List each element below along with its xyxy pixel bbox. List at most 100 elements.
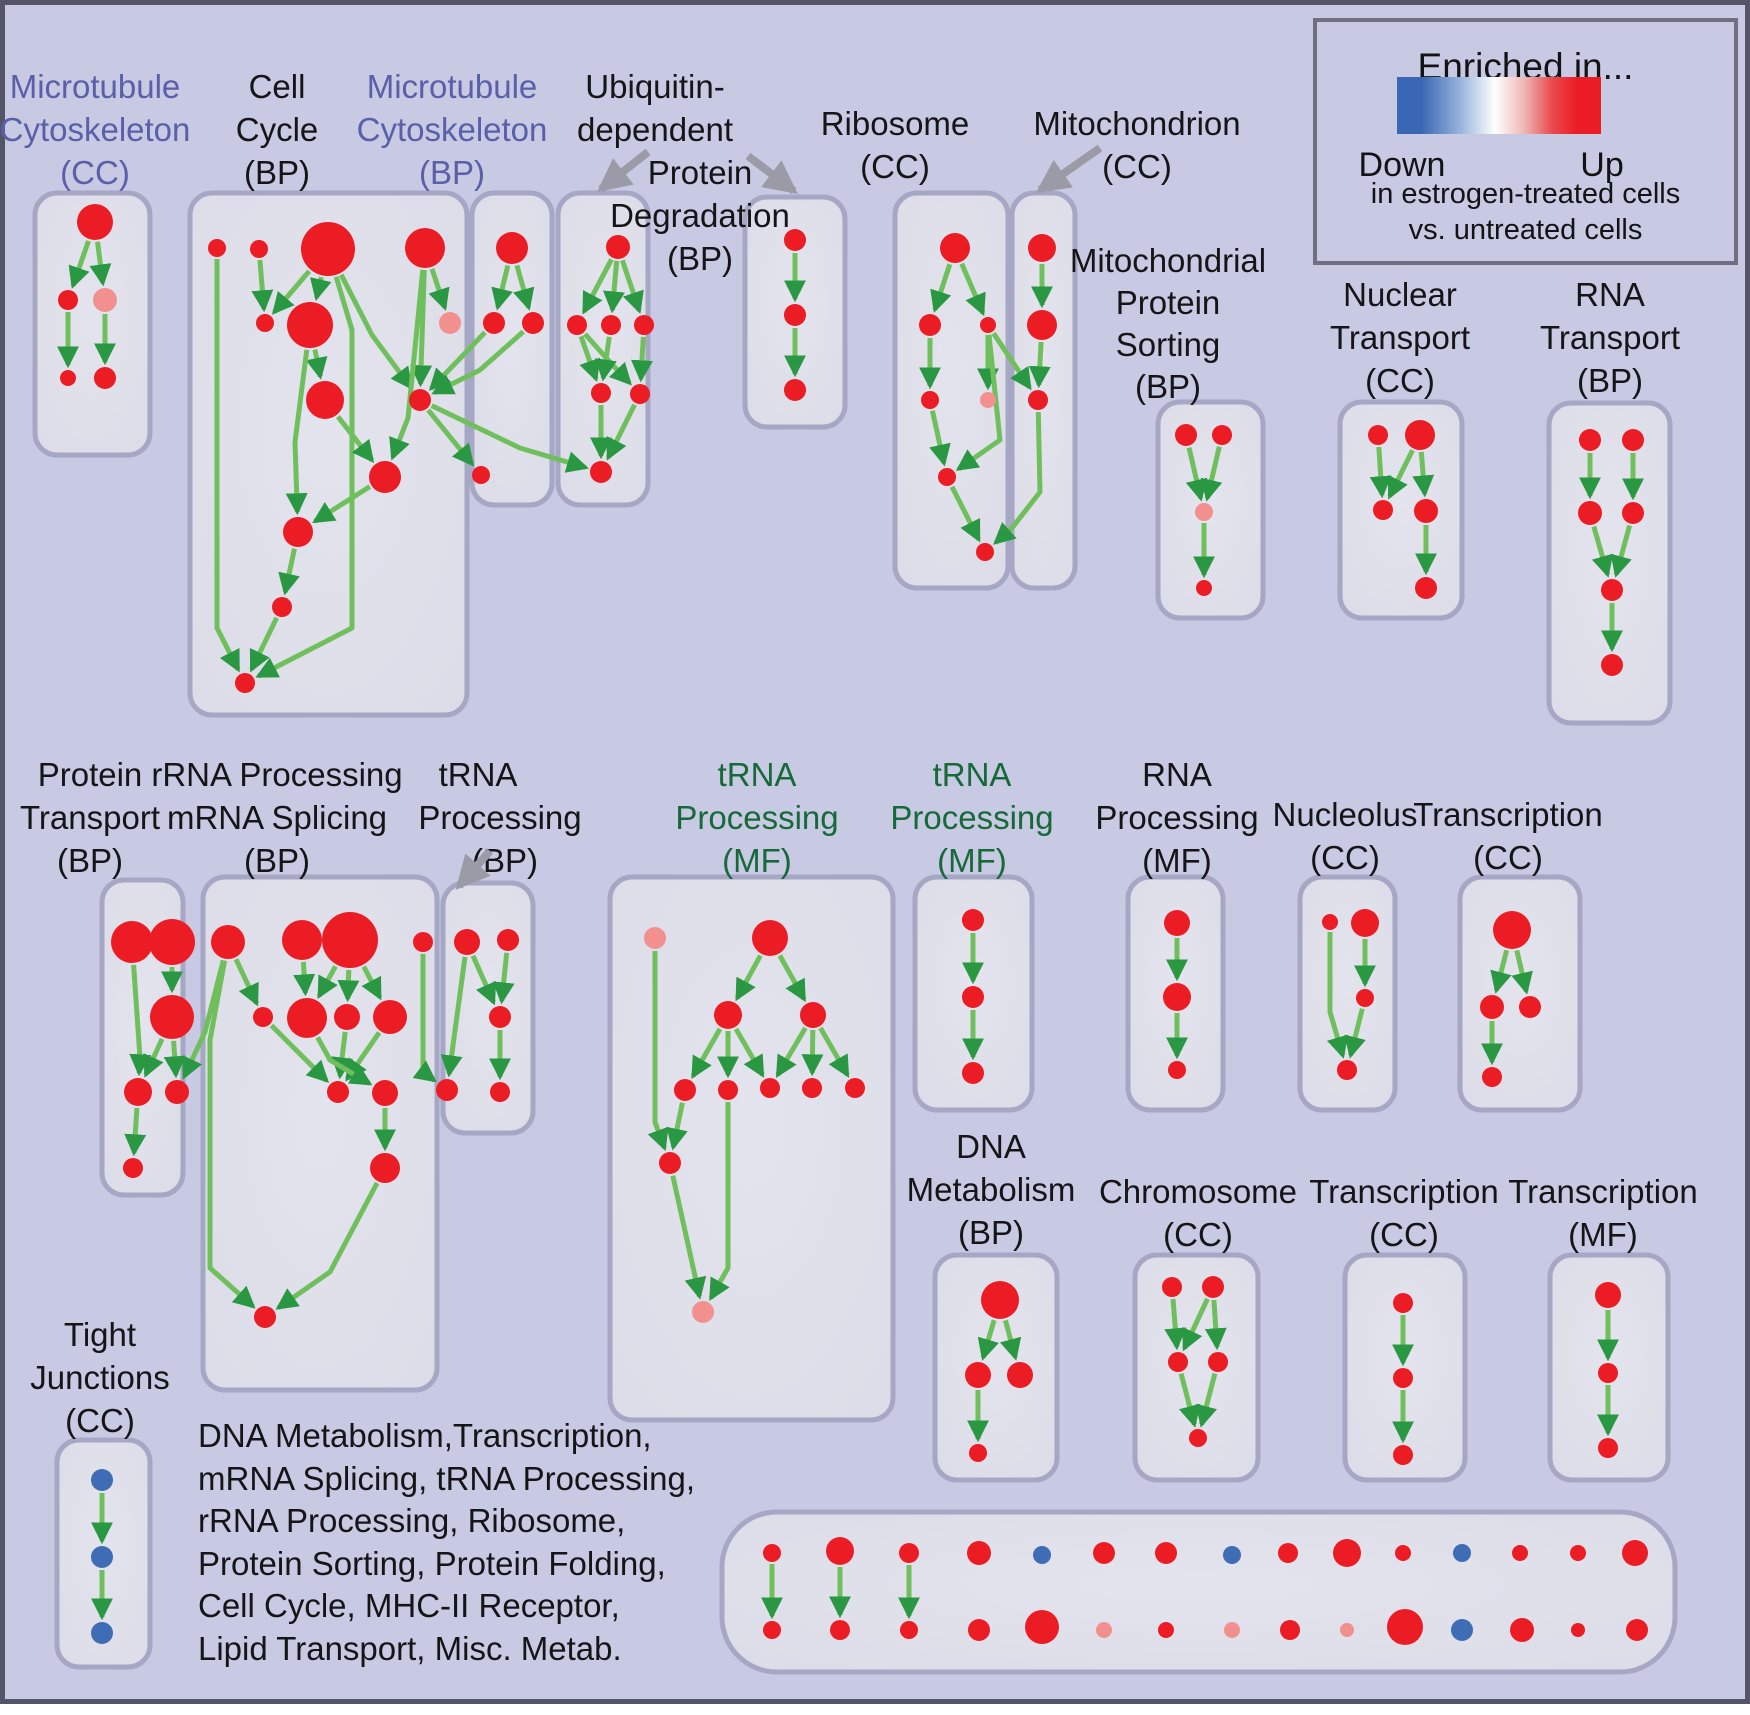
cell-cycle-edge-12 bbox=[312, 484, 372, 524]
misc-cluster-node-5 bbox=[1093, 1542, 1115, 1564]
label-ubiquitin-dependent-protein-degradation-bp-line-0: Ubiquitin- bbox=[585, 68, 724, 105]
transcription-cc-top-box bbox=[1457, 874, 1583, 1113]
misc-text-block-line-5: Lipid Transport, Misc. Metab. bbox=[198, 1630, 622, 1667]
ribosome-edge-0 bbox=[930, 263, 953, 313]
transcription-cc-bottom-node-1 bbox=[1393, 1368, 1413, 1388]
cell-cycle-node-11 bbox=[272, 597, 292, 617]
trna-processing-mf-2-node-0 bbox=[962, 909, 984, 931]
ribosome-edge-5 bbox=[955, 334, 1003, 472]
cell-cycle-node-2 bbox=[301, 222, 355, 276]
trna-processing-bp-edge-1 bbox=[492, 952, 515, 1005]
label-tight-junctions-cc-line-0: Tight bbox=[64, 1316, 136, 1353]
ubiquitin-deg-1-node-2 bbox=[601, 315, 621, 335]
rrna-processing-edge-2 bbox=[316, 965, 338, 999]
nuclear-transport-node-1 bbox=[1405, 420, 1435, 450]
protein-transport-node-2 bbox=[150, 995, 194, 1039]
legend-gradient-bar bbox=[1397, 77, 1601, 134]
rrna-processing-node-4 bbox=[253, 1007, 273, 1027]
protein-transport-edge-0 bbox=[129, 964, 152, 1077]
annotation-ubiquitin-arrow-left bbox=[597, 148, 651, 193]
cell-cycle-node-4 bbox=[256, 314, 274, 332]
tight-junctions-node-1 bbox=[91, 1546, 113, 1568]
rrna-processing-edge-4 bbox=[361, 965, 383, 1001]
cross-edge-rrna-to-trna-bp bbox=[412, 954, 437, 1083]
transcription-cc-top-node-0 bbox=[1493, 911, 1531, 949]
trna-processing-mf-2-node-2 bbox=[962, 1062, 984, 1084]
cross-edge-cellcycle-to-mb-bottom bbox=[426, 408, 475, 467]
label-transcription-mf-line-0: Transcription bbox=[1508, 1173, 1698, 1210]
ubiquitin-deg-1-edge-6 bbox=[630, 336, 653, 383]
mito-protein-sorting-node-0 bbox=[1175, 424, 1197, 446]
annotation-ubiquitin-arrow-right bbox=[745, 152, 799, 195]
nucleolus-node-2 bbox=[1356, 989, 1374, 1007]
label-cell-cycle-bp-line-2: (BP) bbox=[244, 154, 310, 191]
label-ribosome-cc-line-1: (CC) bbox=[860, 148, 930, 185]
misc-cluster-node-20 bbox=[1096, 1622, 1112, 1638]
chromosome-edge-2 bbox=[1204, 1299, 1227, 1351]
trna-processing-mf-1-node-0 bbox=[644, 927, 666, 949]
misc-cluster-node-4 bbox=[1033, 1546, 1051, 1564]
mitochondrion-node-2 bbox=[1028, 390, 1048, 410]
rrna-processing-node-0 bbox=[211, 925, 245, 959]
misc-text-block-line-4: Cell Cycle, MHC-II Receptor, bbox=[198, 1587, 620, 1624]
label-nuclear-transport-cc-line-0: Nuclear bbox=[1343, 276, 1457, 313]
legend-down-label: Down bbox=[1358, 146, 1446, 184]
legend-subtitle-1: in estrogen-treated cells bbox=[1370, 178, 1681, 210]
misc-cluster-node-26 bbox=[1451, 1619, 1473, 1641]
rna-processing-mf-node-0 bbox=[1164, 910, 1190, 936]
cell-cycle-edge-10 bbox=[285, 349, 310, 516]
misc-cluster-node-23 bbox=[1280, 1620, 1300, 1640]
transcription-cc-top-edge-1 bbox=[1511, 949, 1533, 995]
dna-metabolism-node-3 bbox=[969, 1444, 987, 1462]
misc-cluster-node-0 bbox=[763, 1544, 781, 1562]
annotation-mitochondrion-arrow bbox=[1035, 144, 1103, 194]
trna-processing-bp-edge-0 bbox=[470, 954, 497, 1006]
nucleolus-node-0 bbox=[1322, 914, 1338, 930]
label-protein-transport-bp-line-0: Protein bbox=[38, 756, 143, 793]
transcription-cc-top-node-3 bbox=[1482, 1067, 1502, 1087]
microtubule-cc-edge-0 bbox=[68, 240, 91, 289]
ubiquitin-deg-1-node-3 bbox=[634, 315, 654, 335]
chromosome-node-0 bbox=[1162, 1277, 1182, 1297]
label-rna-transport-bp-line-0: RNA bbox=[1575, 276, 1645, 313]
label-microtubule-cytoskeleton-cc-line-1: Cytoskeleton bbox=[0, 111, 190, 148]
rna-transport-node-2 bbox=[1578, 501, 1602, 525]
misc-cluster-node-14 bbox=[1622, 1540, 1648, 1566]
label-mitochondrial-protein-sorting-bp-line-1: Protein bbox=[1116, 284, 1221, 321]
trna-processing-mf-1-edge-8 bbox=[647, 951, 669, 1152]
legend-subtitle-2: vs. untreated cells bbox=[1408, 214, 1643, 246]
label-protein-transport-bp-line-1: Transport bbox=[20, 799, 160, 836]
protein-transport-node-1 bbox=[149, 919, 195, 965]
label-mitochondrion-cc-line-0: Mitochondrion bbox=[1033, 105, 1240, 142]
rrna-processing-node-1 bbox=[282, 920, 322, 960]
misc-cluster-node-19 bbox=[1025, 1610, 1059, 1644]
rrna-processing-edge-3 bbox=[337, 969, 360, 1003]
misc-cluster-node-2 bbox=[899, 1543, 919, 1563]
trna-processing-mf-1-node-6 bbox=[760, 1078, 780, 1098]
trna-processing-mf-1-edge-0 bbox=[734, 954, 763, 1002]
microtubule-cc-node-4 bbox=[94, 367, 116, 389]
rrna-processing-edge-8 bbox=[315, 1036, 373, 1086]
rrna-processing-node-5 bbox=[287, 998, 327, 1038]
label-ubiquitin-dependent-protein-degradation-bp-line-3: Degradation bbox=[610, 197, 790, 234]
misc-cluster-node-17 bbox=[900, 1621, 918, 1639]
misc-text-block-line-3: Protein Sorting, Protein Folding, bbox=[198, 1545, 666, 1582]
protein-transport-node-4 bbox=[165, 1080, 189, 1104]
label-dna-metabolism-bp-line-2: (BP) bbox=[958, 1214, 1024, 1251]
chromosome-node-3 bbox=[1208, 1352, 1228, 1372]
mito-protein-sorting-edge-1 bbox=[1200, 446, 1223, 502]
label-trna-processing-mf-2-line-0: tRNA bbox=[933, 756, 1012, 793]
microtubule-bp-node-1 bbox=[483, 312, 505, 334]
microtubule-cc-node-3 bbox=[60, 370, 76, 386]
ubiquitin-deg-1-node-0 bbox=[606, 235, 630, 259]
label-protein-transport-bp-line-2: (BP) bbox=[57, 842, 123, 879]
rna-transport-node-1 bbox=[1622, 429, 1644, 451]
chromosome-node-1 bbox=[1202, 1276, 1224, 1298]
transcription-cc-bottom-node-0 bbox=[1393, 1293, 1413, 1313]
ubiquitin-deg-1-node-6 bbox=[590, 461, 612, 483]
cross-edge-ribosome-to-mitochondrion bbox=[991, 331, 1032, 391]
label-rna-processing-mf-line-1: Processing bbox=[1095, 799, 1258, 836]
nucleolus-edge-2 bbox=[1344, 1008, 1366, 1059]
trna-processing-mf-1-edge-7 bbox=[818, 1026, 850, 1078]
